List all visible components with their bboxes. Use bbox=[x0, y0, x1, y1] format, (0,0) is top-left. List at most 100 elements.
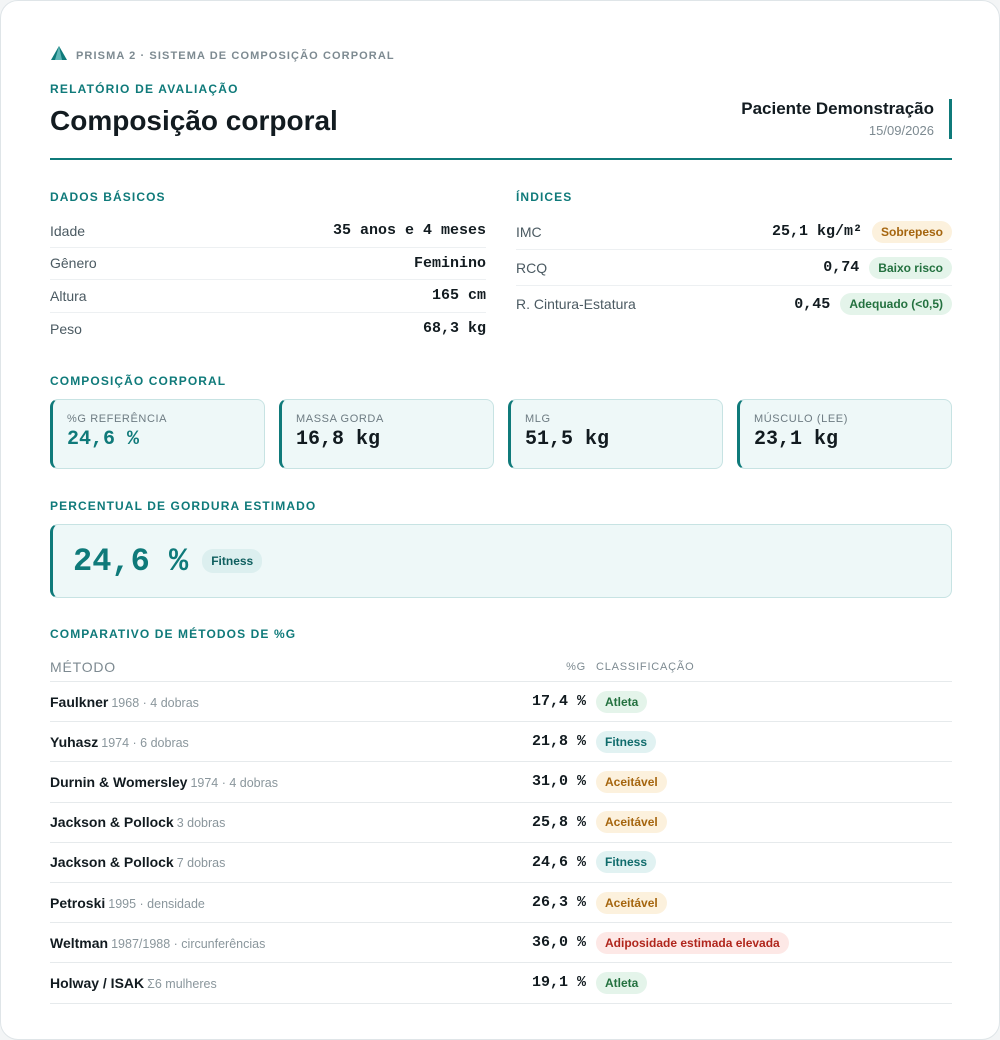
table-row: Durnin & Womersley 1974 · 4 dobras 31,0 %… bbox=[50, 762, 952, 803]
basics-label: Gênero bbox=[50, 255, 97, 272]
patient-info: Paciente Demonstração 15/09/2026 bbox=[741, 99, 952, 139]
pct-value: 21,8 % bbox=[531, 733, 586, 751]
method-meta: 7 dobras bbox=[176, 856, 226, 871]
basics-row: Idade 35 anos e 4 meses bbox=[50, 215, 486, 248]
metric-value: 16,8 kg bbox=[296, 428, 381, 451]
comparison-title: COMPARATIVO DE MÉTODOS DE %G bbox=[50, 627, 297, 641]
basics-row: Peso 68,3 kg bbox=[50, 313, 486, 346]
index-label: IMC bbox=[516, 223, 542, 240]
method-cell: Weltman 1987/1988 · circunferências bbox=[50, 935, 476, 951]
index-label: RCQ bbox=[516, 259, 548, 276]
estimate-title: PERCENTUAL DE GORDURA ESTIMADO bbox=[50, 499, 317, 513]
table-row: Petroski 1995 · densidade 26,3 % Aceitáve… bbox=[50, 883, 952, 924]
metric-label: MÚSCULO (LEE) bbox=[754, 413, 848, 425]
pct-value: 24,6 % bbox=[531, 853, 586, 871]
index-value: 25,1 kg/m² bbox=[771, 223, 862, 240]
header-divider bbox=[50, 158, 952, 160]
metric-value: 23,1 kg bbox=[754, 428, 839, 451]
estimate-box: 24,6 % Fitness bbox=[50, 524, 952, 598]
method-name: Weltman bbox=[50, 934, 109, 951]
metric-tile: %G REFERÊNCIA 24,6 % bbox=[50, 399, 265, 469]
metric-label: MLG bbox=[525, 413, 551, 425]
metric-value: 24,6 % bbox=[67, 428, 140, 451]
metric-value: 51,5 kg bbox=[525, 428, 610, 451]
method-name: Holway / ISAK bbox=[50, 974, 145, 991]
method-meta: 1974 · 6 dobras bbox=[101, 735, 189, 750]
method-cell: Faulkner 1968 · 4 dobras bbox=[50, 694, 476, 710]
patient-name: Paciente Demonstração bbox=[741, 99, 934, 118]
class-badge: Atleta bbox=[596, 690, 648, 713]
class-cell: Aceitável bbox=[596, 811, 952, 834]
page-title: Composição corporal bbox=[50, 105, 338, 136]
report-date: 15/09/2026 bbox=[868, 123, 934, 138]
table-row: Weltman 1987/1988 · circunferências 36,0 … bbox=[50, 923, 952, 964]
basics-value: Feminino bbox=[413, 254, 486, 272]
index-value: 0,45 bbox=[794, 295, 831, 313]
pct-value: 17,4 % bbox=[531, 693, 586, 711]
column-header-class: CLASSIFICAÇÃO bbox=[596, 660, 695, 673]
pct-value: 26,3 % bbox=[531, 894, 586, 912]
class-cell: Aceitável bbox=[596, 770, 952, 793]
class-badge: Adiposidade estimada elevada bbox=[596, 931, 789, 954]
index-row: R. Cintura-Estatura 0,45 Adequado (<0,5) bbox=[516, 286, 952, 322]
index-value: 0,74 bbox=[823, 259, 860, 276]
class-cell: Fitness bbox=[596, 730, 952, 753]
basics-value: 68,3 kg bbox=[422, 320, 486, 338]
basics-label: Peso bbox=[50, 320, 82, 337]
basics-list: Idade 35 anos e 4 meses Gênero Feminino … bbox=[50, 215, 486, 345]
basics-value: 165 cm bbox=[431, 287, 486, 305]
table-row: Yuhasz 1974 · 6 dobras 21,8 % Fitness bbox=[50, 722, 952, 763]
estimate-value: 24,6 % bbox=[73, 542, 189, 580]
class-badge: Aceitável bbox=[596, 811, 667, 834]
pct-value: 36,0 % bbox=[531, 934, 586, 952]
status-badge: Baixo risco bbox=[869, 256, 952, 279]
method-meta: 1987/1988 · circunferências bbox=[111, 936, 266, 951]
method-meta: 1968 · 4 dobras bbox=[111, 695, 199, 710]
pct-value: 25,8 % bbox=[531, 813, 586, 831]
basics-row: Gênero Feminino bbox=[50, 248, 486, 280]
basics-row: Altura 165 cm bbox=[50, 280, 486, 313]
composition-title: COMPOSIÇÃO CORPORAL bbox=[50, 374, 227, 388]
pct-value: 19,1 % bbox=[531, 974, 586, 992]
basics-title: DADOS BÁSICOS bbox=[50, 190, 166, 204]
report-kicker: RELATÓRIO DE AVALIAÇÃO bbox=[50, 82, 239, 96]
basics-value: 35 anos e 4 meses bbox=[332, 222, 486, 240]
status-badge: Sobrepeso bbox=[871, 220, 952, 243]
class-badge: Aceitável bbox=[596, 891, 667, 914]
method-cell: Durnin & Womersley 1974 · 4 dobras bbox=[50, 774, 476, 790]
class-badge: Fitness bbox=[596, 851, 657, 874]
index-row: IMC 25,1 kg/m² Sobrepeso bbox=[516, 214, 952, 250]
method-cell: Jackson & Pollock 3 dobras bbox=[50, 814, 476, 830]
class-cell: Atleta bbox=[596, 690, 952, 713]
method-name: Durnin & Womersley bbox=[50, 773, 188, 790]
metric-tile: MÚSCULO (LEE) 23,1 kg bbox=[737, 399, 952, 469]
method-meta: Σ6 mulheres bbox=[147, 976, 217, 991]
method-cell: Jackson & Pollock 7 dobras bbox=[50, 854, 476, 870]
brand-text: PRISMA 2 · SISTEMA DE COMPOSIÇÃO CORPORA… bbox=[76, 49, 395, 62]
method-cell: Petroski 1995 · densidade bbox=[50, 895, 476, 911]
status-badge: Adequado (<0,5) bbox=[840, 293, 952, 315]
indices-title: ÍNDICES bbox=[516, 190, 573, 204]
table-row: Jackson & Pollock 3 dobras 25,8 % Aceitáv… bbox=[50, 803, 952, 843]
indices-list: IMC 25,1 kg/m² Sobrepeso RCQ 0,74 Baixo … bbox=[516, 214, 952, 322]
index-label: R. Cintura-Estatura bbox=[516, 296, 636, 312]
class-cell: Adiposidade estimada elevada bbox=[596, 931, 952, 954]
pct-value: 31,0 % bbox=[531, 773, 586, 791]
prism-logo-icon bbox=[50, 45, 68, 66]
method-meta: 3 dobras bbox=[176, 816, 226, 831]
method-name: Jackson & Pollock bbox=[50, 854, 174, 871]
brand: PRISMA 2 · SISTEMA DE COMPOSIÇÃO CORPORA… bbox=[50, 45, 395, 66]
basics-label: Altura bbox=[50, 287, 87, 304]
table-row: Holway / ISAK Σ6 mulheres 19,1 % Atleta bbox=[50, 963, 952, 1004]
comparison-table: MÉTODO %G CLASSIFICAÇÃO Faulkner 1968 · 4… bbox=[50, 652, 952, 1004]
class-cell: Atleta bbox=[596, 971, 952, 994]
method-name: Yuhasz bbox=[50, 733, 99, 750]
class-badge: Atleta bbox=[596, 971, 648, 994]
table-row: Jackson & Pollock 7 dobras 24,6 % Fitness bbox=[50, 843, 952, 883]
estimate-badge: Fitness bbox=[202, 549, 263, 573]
metric-tile: MASSA GORDA 16,8 kg bbox=[279, 399, 494, 469]
method-name: Faulkner bbox=[50, 693, 109, 710]
metric-label: MASSA GORDA bbox=[296, 413, 384, 425]
method-cell: Yuhasz 1974 · 6 dobras bbox=[50, 734, 476, 750]
